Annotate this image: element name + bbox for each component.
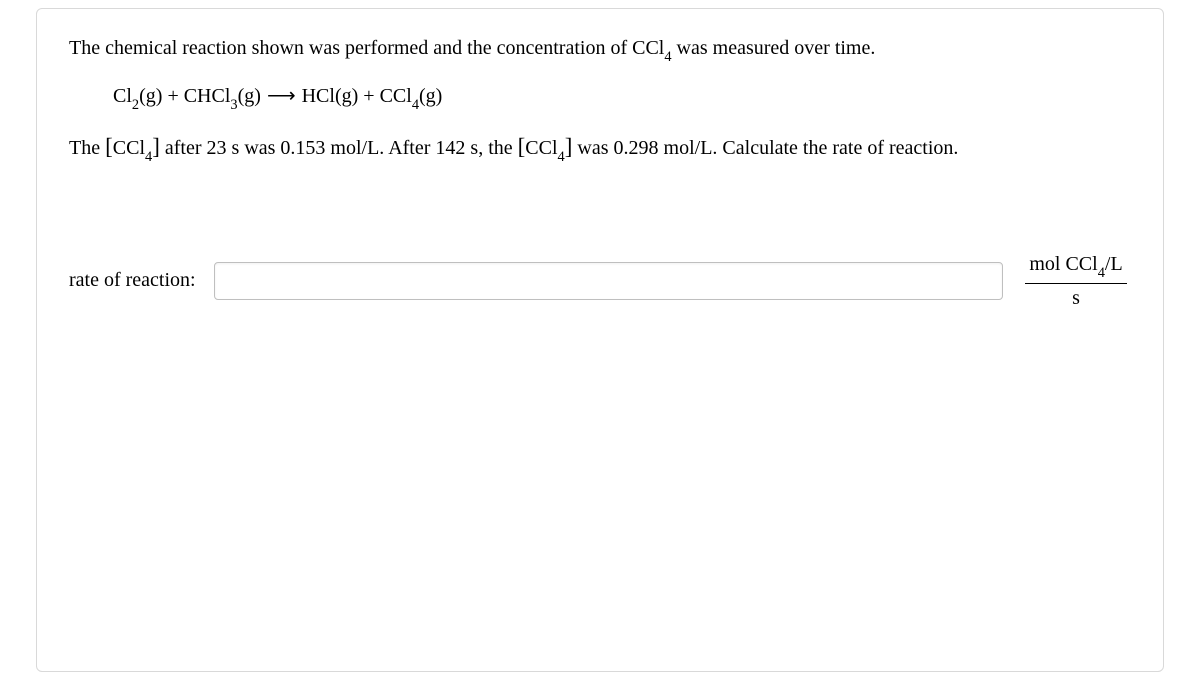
intro-line: The chemical reaction shown was performe… [69, 33, 1131, 67]
plus2: + [358, 85, 379, 107]
data-sentence: The [CCl4] after 23 s was 0.153 mol/L. A… [69, 130, 1131, 167]
b2-base: CCl [525, 137, 557, 159]
reactant2-sub: 3 [230, 97, 237, 113]
page: The chemical reaction shown was performe… [0, 0, 1200, 680]
bracket2: [CCl4] [518, 137, 573, 159]
intro-sub: 4 [664, 49, 671, 65]
s2d: mol/L. After [325, 137, 435, 159]
intro-text-pre: The chemical reaction shown was performe… [69, 37, 664, 59]
s2f: was [572, 137, 613, 159]
b1-sub: 4 [145, 149, 152, 165]
rate-of-reaction-input[interactable] [214, 262, 1003, 300]
unit-fraction: mol CCl4/L s [1021, 252, 1131, 309]
plus1: + [162, 85, 183, 107]
t2: 142 [435, 137, 465, 159]
bracket1: [CCl4] [105, 137, 160, 159]
product2-base: CCl [380, 85, 412, 107]
reaction-arrow: ⟶ [267, 83, 296, 108]
reactant1-state: (g) [139, 85, 162, 107]
b2-sub: 4 [558, 149, 565, 165]
product2-state: (g) [419, 85, 442, 107]
s2b: after [160, 137, 207, 159]
unit-denominator: s [1072, 284, 1080, 310]
reaction-equation: Cl2(g) + CHCl3(g) ⟶ HCl(g) + CCl4(g) [113, 83, 1131, 112]
answer-label: rate of reaction: [69, 269, 196, 292]
unit-num-pre: mol CCl [1029, 253, 1097, 275]
reactant2-base: CHCl [184, 85, 231, 107]
s2g: mol/L. Calculate the rate of reaction. [659, 137, 959, 159]
s2a: The [69, 137, 105, 159]
intro-text-post: was measured over time. [672, 37, 876, 59]
answer-row: rate of reaction: mol CCl4/L s [69, 252, 1131, 309]
c2: 0.298 [614, 137, 659, 159]
reactant2-state: (g) [238, 85, 261, 107]
b1-close: ] [152, 134, 160, 159]
product2-sub: 4 [412, 97, 419, 113]
unit-numerator: mol CCl4/L [1025, 252, 1126, 283]
product1-state: (g) [335, 85, 358, 107]
reactant1-base: Cl [113, 85, 132, 107]
reactant1-sub: 2 [132, 97, 139, 113]
b1-base: CCl [113, 137, 145, 159]
s2c: s was [227, 137, 281, 159]
product1-base: HCl [302, 85, 335, 107]
unit-num-sub: 4 [1098, 265, 1105, 281]
c1: 0.153 [280, 137, 325, 159]
question-panel: The chemical reaction shown was performe… [36, 8, 1164, 672]
s2e: s, the [465, 137, 517, 159]
b1-open: [ [105, 134, 113, 159]
unit-num-post: /L [1105, 253, 1123, 275]
t1: 23 [207, 137, 227, 159]
